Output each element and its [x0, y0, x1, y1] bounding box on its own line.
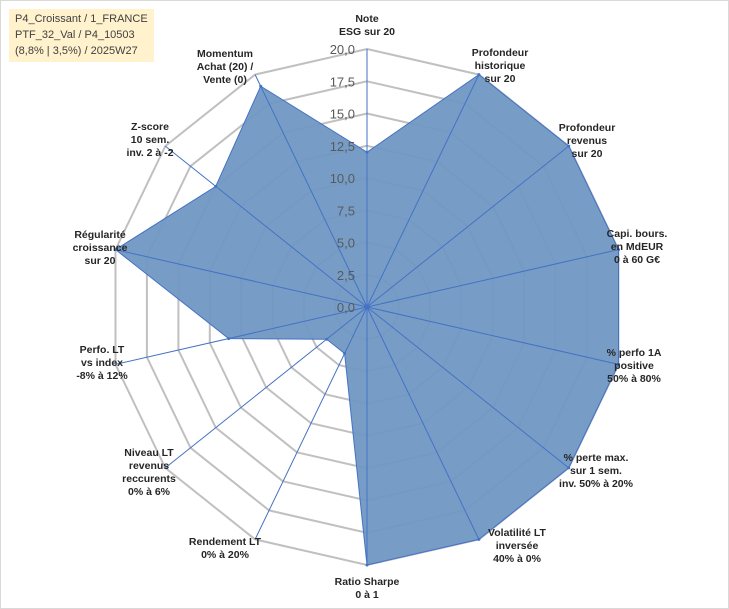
- axis-label-line: % perte max.: [564, 452, 629, 464]
- tick-label: 17,5: [330, 74, 355, 89]
- tick-label: 15,0: [330, 107, 355, 122]
- axis-label-line: sur 20: [85, 255, 116, 267]
- axis-spoke: [115, 249, 368, 308]
- axis-spoke: [366, 74, 480, 308]
- info-line-2: PTF_32_Val / P4_10503: [15, 29, 135, 41]
- axis-label-line: Z-score: [131, 121, 169, 133]
- data-point: [214, 184, 218, 188]
- axis-spoke: [366, 306, 619, 365]
- axis-label-line: 10 sem.: [131, 134, 170, 146]
- axis-label-line: vs index: [81, 357, 123, 369]
- axis-label-line: 50% à 80%: [607, 373, 661, 385]
- axis-label-line: inv. 2 à -2: [126, 147, 173, 159]
- axis-label: Niveau LT revenus reccurents 0% à 6%: [122, 447, 176, 498]
- data-point: [259, 84, 263, 88]
- axis-label-line: ESG sur 20: [339, 26, 395, 38]
- tick-label: 5,0: [337, 236, 355, 251]
- axis-label-line: 0% à 6%: [128, 486, 171, 498]
- axis-spoke: [366, 249, 619, 308]
- tick-label: 0,0: [337, 300, 355, 315]
- axis-spoke: [366, 306, 570, 469]
- axis-label: % perte max. sur 1 sem. inv. 50% à 20%: [559, 452, 634, 490]
- data-point: [365, 563, 369, 567]
- axis-label-line: sur 1 sem.: [570, 465, 622, 477]
- axis-label: Profondeur historique sur 20: [472, 47, 529, 85]
- axis-label: Z-score 10 sem. inv. 2 à -2: [126, 121, 173, 159]
- axis-label-line: Profondeur: [472, 47, 529, 59]
- axis-label-line: inversée: [496, 540, 539, 552]
- data-point: [617, 248, 620, 252]
- axis-spoke: [164, 306, 368, 469]
- tick-label: 12,5: [330, 139, 355, 154]
- data-point: [114, 248, 117, 252]
- data-point: [343, 352, 347, 355]
- axis-label: Rendement LT 0% à 20%: [189, 536, 262, 561]
- axis-label: Capi. bours. en MdEUR 0 à 60 G€: [607, 228, 668, 266]
- axis-label-line: 40% à 0%: [493, 553, 542, 565]
- data-point: [477, 73, 481, 77]
- tick-label: 7,5: [337, 203, 355, 218]
- tick-label: 20,0: [330, 42, 355, 57]
- axis-label-line: revenus: [129, 460, 169, 472]
- axis-label-line: positive: [614, 360, 654, 372]
- axis-label-line: sur 20: [572, 148, 603, 160]
- axis-label-line: 0 à 1: [355, 589, 379, 601]
- axis-label: % perfo 1A positive 50% à 80%: [607, 347, 662, 385]
- data-point: [365, 150, 369, 154]
- axis-label-line: revenus: [567, 135, 607, 147]
- data-point: [567, 144, 571, 148]
- axis-label-line: Achat (20) /: [197, 61, 254, 73]
- axis-label-line: 0% à 20%: [201, 549, 250, 561]
- data-point: [325, 337, 329, 341]
- axis-label-line: en MdEUR: [611, 241, 664, 253]
- axis-label-line: reccurents: [122, 473, 176, 485]
- axis-label-line: Profondeur: [559, 122, 616, 134]
- axis-label-line: Vente (0): [203, 74, 247, 86]
- axis-label-line: inv. 50% à 20%: [559, 478, 634, 490]
- axis-label-line: Ratio Sharpe: [335, 576, 400, 588]
- axis-label: Momentum Achat (20) / Vente (0): [197, 48, 254, 86]
- axis-label-line: Perfo. LT: [80, 344, 125, 356]
- axis-label: Régularité croissance sur 20: [73, 229, 128, 267]
- axis-label: Perfo. LT vs index -8% à 12%: [76, 344, 128, 382]
- info-box: P4_Croissant / 1_FRANCE PTF_32_Val / P4_…: [9, 9, 154, 62]
- axis-label-line: -8% à 12%: [76, 370, 128, 382]
- axis-label-line: % perfo 1A: [607, 347, 662, 359]
- axis-label-line: Régularité: [74, 229, 126, 241]
- info-line-1: P4_Croissant / 1_FRANCE: [15, 13, 148, 25]
- axis-label: Ratio Sharpe 0 à 1: [335, 576, 400, 601]
- axis-label-line: sur 20: [485, 73, 516, 85]
- axis-spoke: [254, 306, 368, 540]
- axis-label-line: Momentum: [197, 48, 253, 60]
- info-line-3: (8,8% | 3,5%) / 2025W27: [15, 45, 138, 57]
- axis-spoke: [115, 306, 368, 365]
- axis-label-line: Niveau LT: [124, 447, 174, 459]
- data-point: [617, 362, 620, 366]
- axis-label: Note ESG sur 20: [339, 13, 395, 38]
- data-point: [227, 337, 231, 341]
- axis-label-line: croissance: [73, 242, 128, 254]
- axis-label-line: Volatilité LT: [488, 527, 547, 539]
- axis-label-line: Rendement LT: [189, 536, 262, 548]
- data-point: [567, 466, 571, 470]
- axis-spoke: [366, 306, 480, 540]
- axis-label-line: Capi. bours.: [607, 228, 668, 240]
- axis-label-line: Note: [355, 13, 378, 25]
- tick-label: 10,0: [330, 171, 355, 186]
- axis-label: Profondeur revenus sur 20: [559, 122, 616, 160]
- axis-spoke: [366, 145, 570, 308]
- axis-spoke: [164, 145, 368, 308]
- axis-label-line: 0 à 60 G€: [614, 254, 660, 266]
- tick-label: 2,5: [337, 268, 355, 283]
- axis-label-line: historique: [475, 60, 526, 72]
- axis-label: Volatilité LT inversée 40% à 0%: [488, 527, 547, 565]
- data-point: [477, 537, 481, 541]
- axis-spoke: [254, 74, 368, 308]
